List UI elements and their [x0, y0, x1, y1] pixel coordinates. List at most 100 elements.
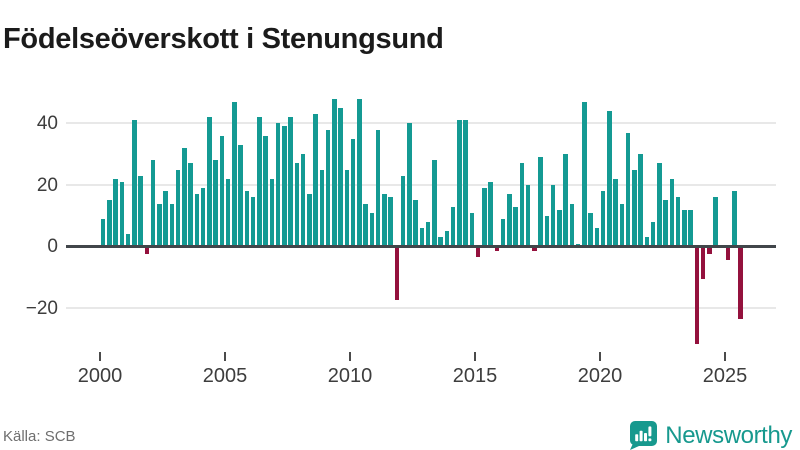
bar-2009-q4 [344, 169, 350, 247]
bar-2017-q3 [538, 157, 543, 247]
bar-2006-q3 [263, 135, 268, 247]
bar-2016-q1 [500, 218, 506, 247]
bar-2014-q2 [457, 120, 462, 247]
bar-2015-q3 [488, 181, 493, 247]
bar-2004-q3 [213, 160, 218, 247]
bar-2007-q3 [288, 117, 293, 247]
x-tick-label-2020: 2020 [577, 365, 623, 387]
bar-2002-q2 [157, 203, 162, 247]
bar-2021-q2 [632, 169, 637, 247]
bar-2023-q3 [688, 209, 693, 247]
bar-2019-q2 [582, 101, 587, 247]
bar-2002-q3 [163, 191, 168, 247]
bar-2016-q4 [519, 163, 525, 247]
bar-2013-q3 [438, 237, 443, 247]
bar-2002-q4 [169, 203, 175, 247]
bar-2005-q4 [244, 191, 250, 247]
bar-2023-q1 [675, 197, 681, 247]
bar-2001-q1 [125, 234, 131, 247]
bar-2022-q2 [657, 163, 662, 247]
bar-2010-q1 [350, 138, 356, 247]
bar-2003-q3 [188, 163, 193, 247]
bar-2002-q1 [150, 160, 156, 247]
x-tick-mark-2000 [99, 352, 101, 361]
bar-2014-q4 [469, 212, 475, 247]
gridline-y-40 [66, 122, 776, 125]
bar-2019-q4 [594, 228, 600, 247]
bar-2009-q3 [338, 107, 343, 247]
bar-2020-q3 [613, 178, 618, 247]
bar-2012-q4 [419, 228, 425, 247]
x-tick-mark-2015 [474, 352, 476, 361]
bar-2015-q4 [494, 248, 500, 252]
bar-2011-q2 [382, 194, 387, 247]
x-tick-label-2000: 2000 [77, 365, 123, 387]
bar-2004-q2 [207, 117, 212, 247]
bar-2001-q2 [132, 120, 137, 247]
bar-2021-q4 [644, 237, 650, 247]
bar-2007-q4 [294, 163, 300, 247]
bar-2000-q2 [107, 200, 112, 247]
bar-2022-q4 [669, 178, 675, 247]
bar-2023-q4 [694, 248, 700, 344]
bar-2012-q2 [407, 123, 412, 247]
bar-2012-q3 [413, 200, 418, 247]
newsworthy-wordmark: Newsworthy [665, 421, 792, 449]
bar-2003-q1 [175, 169, 181, 247]
bar-2014-q3 [463, 120, 468, 247]
gridline-y-20 [66, 184, 776, 187]
bar-2012-q1 [400, 175, 406, 247]
bar-2024-q3 [713, 197, 718, 247]
x-tick-mark-2020 [599, 352, 601, 361]
bar-2024-q2 [707, 248, 712, 255]
gridline-y--20 [66, 307, 776, 310]
bar-2010-q3 [363, 203, 368, 247]
bar-2007-q2 [282, 126, 287, 247]
y-tick-label: 0 [47, 236, 58, 258]
newsworthy-pin-barchart-icon [628, 420, 658, 450]
x-tick-mark-2005 [224, 352, 226, 361]
bar-2005-q3 [238, 144, 243, 247]
y-tick-label: −20 [25, 297, 58, 319]
bar-2015-q2 [482, 188, 487, 247]
bar-2016-q2 [507, 194, 512, 247]
bar-2025-q3 [738, 248, 743, 319]
source-label: Källa: SCB [3, 428, 76, 445]
bar-2025-q1 [725, 248, 731, 261]
y-tick-label: 40 [36, 112, 58, 134]
x-tick-mark-2010 [349, 352, 351, 361]
bar-2005-q1 [225, 178, 231, 247]
bar-2020-q4 [619, 203, 625, 247]
bar-2021-q3 [638, 154, 643, 247]
y-tick-label: 20 [36, 174, 58, 196]
bar-2018-q1 [550, 185, 556, 247]
bar-2024-q1 [700, 248, 706, 279]
bar-2010-q4 [369, 212, 375, 247]
bar-2021-q1 [625, 132, 631, 247]
bar-2001-q4 [144, 248, 150, 255]
x-tick-label-2010: 2010 [327, 365, 373, 387]
bar-2006-q4 [269, 178, 275, 247]
bar-2018-q3 [563, 154, 568, 247]
bar-2017-q4 [544, 215, 550, 247]
bar-2013-q4 [444, 231, 450, 247]
bar-2015-q1 [475, 248, 481, 258]
bar-2004-q4 [219, 135, 225, 247]
x-tick-label-2005: 2005 [202, 365, 248, 387]
bar-2000-q1 [100, 218, 106, 247]
bar-2018-q4 [569, 203, 575, 247]
bar-2003-q4 [194, 194, 200, 247]
x-tick-label-2015: 2015 [452, 365, 498, 387]
bar-2020-q2 [607, 111, 612, 247]
newsworthy-logo: Newsworthy [628, 420, 792, 450]
bar-2005-q2 [232, 101, 237, 247]
bar-2008-q2 [307, 194, 312, 247]
bar-2008-q1 [300, 154, 306, 247]
bar-2000-q4 [119, 181, 125, 247]
chart-title: Födelseöverskott i Stenungsund [3, 23, 444, 56]
bar-2017-q2 [532, 248, 537, 252]
bar-2009-q2 [332, 98, 337, 247]
bar-2025-q2 [732, 191, 737, 247]
bar-2010-q2 [357, 98, 362, 247]
